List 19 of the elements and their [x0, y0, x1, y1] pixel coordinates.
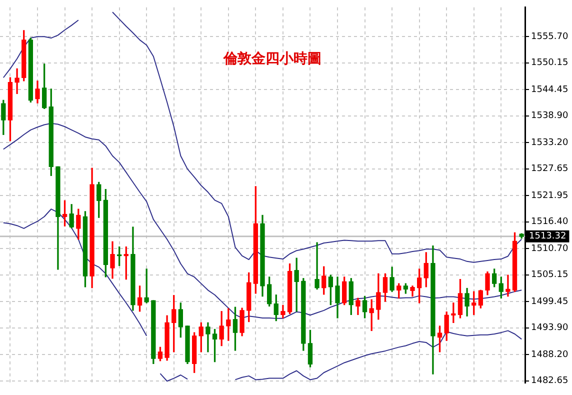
y-tick-label: 1521.95: [531, 191, 568, 202]
y-tick-label: 1538.90: [531, 111, 568, 122]
y-tick-label: 1493.90: [531, 323, 568, 334]
y-tick-label: 1555.70: [531, 32, 568, 42]
y-tick-label: 1550.15: [531, 58, 568, 68]
y-tick-label: 1516.40: [531, 217, 568, 228]
y-tick-label: 1488.20: [531, 350, 568, 360]
y-tick-label: 1510.70: [531, 244, 568, 254]
y-tick-label: 1533.20: [531, 138, 568, 148]
candlestick: [506, 274, 510, 297]
ref-line-label: 1513.32: [529, 232, 566, 242]
y-tick-label: 1527.65: [531, 164, 568, 174]
candlestick: [314, 242, 320, 290]
text: 倫敦金四小時圖: [222, 50, 322, 68]
y-tick-label: 1499.45: [531, 297, 568, 308]
y-tick-label: 1505.15: [531, 270, 568, 280]
candlestick: [14, 68, 20, 94]
y-tick-label: 1482.65: [531, 376, 568, 386]
y-tick-label: 1544.45: [531, 84, 568, 95]
